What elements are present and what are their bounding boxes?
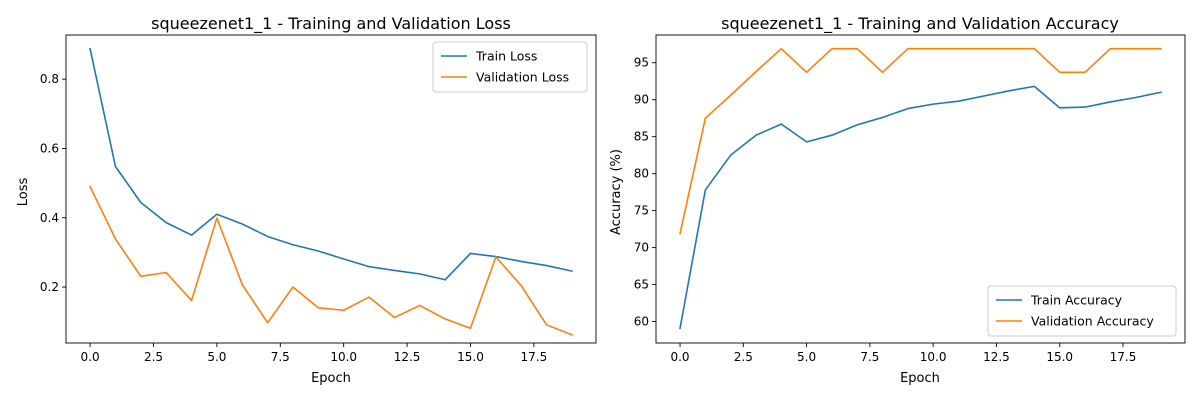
loss-series-line-0: [89, 47, 573, 281]
loss-xtick-label: 7.5: [271, 350, 290, 364]
accuracy-chart-title: squeezenet1_1 - Training and Validation …: [721, 14, 1119, 34]
loss-xtick-label: 17.5: [521, 350, 548, 364]
accuracy-chart: squeezenet1_1 - Training and Validation …: [609, 14, 1186, 386]
accuracy-series-line-1: [679, 47, 1162, 235]
accuracy-xtick-label: 0.0: [670, 350, 689, 364]
accuracy-series-line-0: [679, 85, 1162, 330]
accuracy-legend: Train Accuracy Validation Accuracy: [987, 285, 1177, 337]
loss-ytick-label: 0.4: [40, 211, 59, 225]
loss-chart-xlabel: Epoch: [311, 371, 351, 386]
accuracy-axes-frame: [655, 34, 1186, 344]
accuracy-ytick-label: 60: [634, 315, 649, 329]
loss-xtick-label: 10.0: [330, 350, 357, 364]
loss-chart-ylabel: Loss: [16, 178, 31, 207]
loss-xtick-label: 0.0: [81, 350, 100, 364]
loss-xtick-label: 5.0: [207, 350, 226, 364]
accuracy-ytick-label: 70: [634, 241, 649, 255]
loss-legend: Train Loss Validation Loss: [432, 41, 588, 93]
accuracy-xtick-label: 17.5: [1110, 350, 1137, 364]
accuracy-xtick-label: 15.0: [1046, 350, 1073, 364]
loss-xtick-label: 12.5: [394, 350, 421, 364]
accuracy-chart-ylabel: Accuracy (%): [609, 149, 624, 235]
loss-legend-label-0: Train Loss: [475, 49, 537, 64]
loss-ytick-label: 0.6: [40, 141, 59, 155]
accuracy-xtick-label: 5.0: [797, 350, 816, 364]
accuracy-ytick-label: 95: [634, 56, 649, 70]
accuracy-ytick-label: 75: [634, 204, 649, 218]
accuracy-legend-box: [987, 285, 1177, 337]
loss-ytick-label: 0.8: [40, 72, 59, 86]
accuracy-chart-xlabel: Epoch: [900, 371, 940, 386]
accuracy-legend-label-0: Train Accuracy: [1030, 293, 1123, 308]
loss-series-line-1: [89, 185, 573, 336]
loss-chart-title: squeezenet1_1 - Training and Validation …: [151, 14, 511, 34]
loss-legend-label-1: Validation Loss: [476, 70, 569, 85]
accuracy-ytick-label: 80: [634, 167, 649, 181]
loss-xtick-label: 15.0: [457, 350, 484, 364]
accuracy-legend-label-1: Validation Accuracy: [1031, 314, 1154, 329]
loss-legend-box: [432, 41, 588, 93]
loss-xtick-label: 2.5: [144, 350, 163, 364]
loss-ytick-label: 0.2: [40, 280, 59, 294]
accuracy-ytick-label: 90: [634, 93, 649, 107]
accuracy-ytick-label: 85: [634, 130, 649, 144]
loss-chart: squeezenet1_1 - Training and Validation …: [16, 14, 597, 386]
accuracy-ytick-label: 65: [634, 278, 649, 292]
accuracy-xtick-label: 7.5: [860, 350, 879, 364]
loss-axes-frame: [65, 34, 597, 344]
accuracy-xtick-label: 2.5: [734, 350, 753, 364]
accuracy-xtick-label: 12.5: [983, 350, 1010, 364]
accuracy-xtick-label: 10.0: [920, 350, 947, 364]
